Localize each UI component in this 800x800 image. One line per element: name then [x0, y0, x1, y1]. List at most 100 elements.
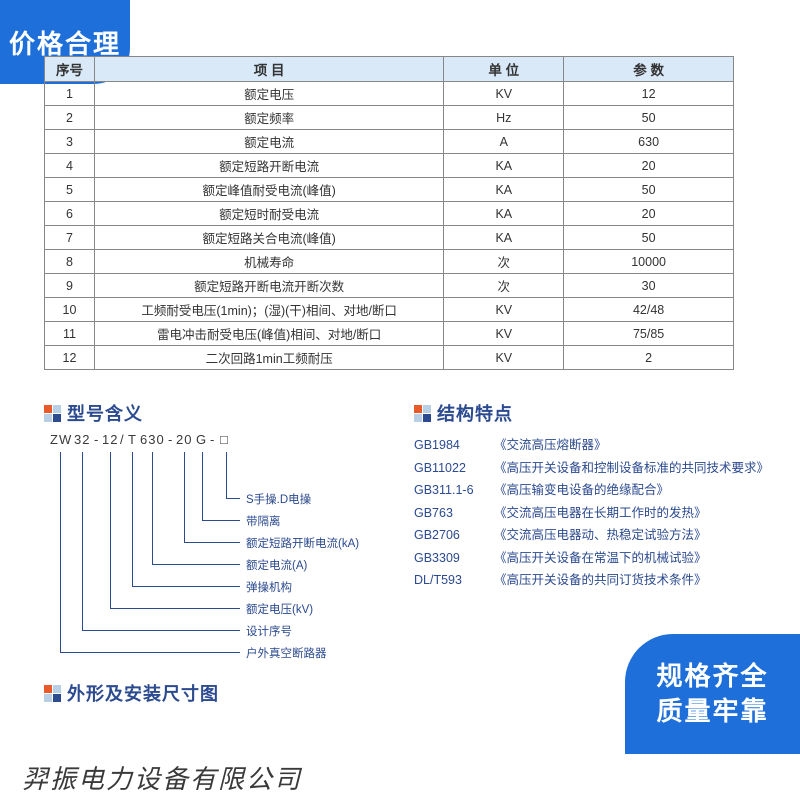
- standard-title: 《高压开关设备和控制设备标准的共同技术要求》: [494, 461, 769, 475]
- table-cell-unit: KA: [444, 202, 564, 226]
- standard-title: 《交流高压电器动、热稳定试验方法》: [494, 528, 707, 542]
- table-cell-value: 20: [564, 154, 734, 178]
- table-row: 11雷电冲击耐受电压(峰值)相间、对地/断口KV75/85: [45, 322, 734, 346]
- table-row: 3额定电流A630: [45, 130, 734, 154]
- model-label: 额定电压(kV): [246, 601, 313, 617]
- table-cell-value: 50: [564, 106, 734, 130]
- table-cell-item: 额定短时耐受电流: [94, 202, 443, 226]
- standards-list: GB1984《交流高压熔断器》GB11022《高压开关设备和控制设备标准的共同技…: [414, 434, 769, 592]
- model-label: S手操.D电操: [246, 491, 311, 507]
- table-cell-seq: 7: [45, 226, 95, 250]
- th-val: 参 数: [564, 57, 734, 82]
- th-seq: 序号: [45, 57, 95, 82]
- table-cell-item: 二次回路1min工频耐压: [94, 346, 443, 370]
- code-part: G: [196, 432, 207, 447]
- table-cell-item: 机械寿命: [94, 250, 443, 274]
- table-cell-value: 630: [564, 130, 734, 154]
- code-part: 630: [140, 432, 165, 447]
- table-cell-item: 雷电冲击耐受电压(峰值)相间、对地/断口: [94, 322, 443, 346]
- table-cell-value: 50: [564, 226, 734, 250]
- table-row: 1额定电压KV12: [45, 82, 734, 106]
- code-part: 20: [176, 432, 192, 447]
- model-code-diagram: ZW 32 - 12 / T 630 - 20 G - □ S手操.D电操 带隔…: [50, 432, 400, 657]
- model-label: 户外真空断路器: [246, 645, 327, 661]
- table-cell-seq: 4: [45, 154, 95, 178]
- company-name: 羿振电力设备有限公司: [22, 754, 302, 800]
- standard-title: 《高压开关设备在常温下的机械试验》: [494, 551, 707, 565]
- standard-title: 《交流高压电器在长期工作时的发热》: [494, 506, 707, 520]
- table-row: 5额定峰值耐受电流(峰值)KA50: [45, 178, 734, 202]
- table-cell-unit: KA: [444, 226, 564, 250]
- code-part: 12: [102, 432, 118, 447]
- table-cell-unit: 次: [444, 250, 564, 274]
- model-label: 额定电流(A): [246, 557, 307, 573]
- bullet-icon: [44, 405, 61, 422]
- model-leader-lines: S手操.D电操 带隔离 额定短路开断电流(kA) 额定电流(A) 弹操机构 额定…: [50, 452, 400, 657]
- table-row: 7额定短路关合电流(峰值)KA50: [45, 226, 734, 250]
- table-cell-seq: 8: [45, 250, 95, 274]
- standard-item: GB1984《交流高压熔断器》: [414, 434, 769, 457]
- quality-badge-line2: 质量牢靠: [656, 694, 768, 729]
- table-cell-unit: KA: [444, 154, 564, 178]
- table-cell-seq: 2: [45, 106, 95, 130]
- table-cell-unit: KV: [444, 346, 564, 370]
- code-part: /: [120, 432, 125, 447]
- quality-badge-line1: 规格齐全: [656, 659, 768, 694]
- table-cell-item: 额定电压: [94, 82, 443, 106]
- standard-code: GB763: [414, 502, 494, 525]
- standard-code: GB2706: [414, 524, 494, 547]
- standard-title: 《高压输变电设备的绝缘配合》: [494, 483, 669, 497]
- table-cell-item: 额定短路开断电流: [94, 154, 443, 178]
- quality-badge: 规格齐全 质量牢靠: [625, 634, 800, 754]
- table-cell-item: 额定峰值耐受电流(峰值): [94, 178, 443, 202]
- model-code-string: ZW 32 - 12 / T 630 - 20 G - □: [50, 432, 400, 450]
- standard-item: GB763《交流高压电器在长期工作时的发热》: [414, 502, 769, 525]
- price-badge-text: 价格合理: [9, 24, 121, 61]
- table-cell-seq: 1: [45, 82, 95, 106]
- standard-title: 《高压开关设备的共同订货技术条件》: [494, 573, 707, 587]
- table-cell-value: 12: [564, 82, 734, 106]
- code-part: -: [94, 432, 99, 447]
- table-row: 9额定短路开断电流开断次数次30: [45, 274, 734, 298]
- section-title: 外形及安装尺寸图: [67, 680, 219, 706]
- table-cell-seq: 11: [45, 322, 95, 346]
- section-model-meaning: 型号含义: [44, 400, 143, 426]
- standard-code: GB11022: [414, 457, 494, 480]
- table-row: 10工频耐受电压(1min)；(湿)(干)相间、对地/断口KV42/48: [45, 298, 734, 322]
- model-label: 额定短路开断电流(kA): [246, 535, 359, 551]
- table-row: 6额定短时耐受电流KA20: [45, 202, 734, 226]
- standard-item: GB2706《交流高压电器动、热稳定试验方法》: [414, 524, 769, 547]
- table-cell-unit: KV: [444, 298, 564, 322]
- table-cell-value: 75/85: [564, 322, 734, 346]
- table-cell-unit: Hz: [444, 106, 564, 130]
- code-part: □: [220, 432, 229, 447]
- section-dimensions: 外形及安装尺寸图: [44, 680, 219, 706]
- code-part: T: [128, 432, 137, 447]
- th-item: 项 目: [94, 57, 443, 82]
- section-structure: 结构特点: [414, 400, 513, 426]
- table-cell-item: 额定短路关合电流(峰值): [94, 226, 443, 250]
- table-cell-item: 额定短路开断电流开断次数: [94, 274, 443, 298]
- table-row: 2额定频率Hz50: [45, 106, 734, 130]
- table-header-row: 序号 项 目 单 位 参 数: [45, 57, 734, 82]
- table-cell-item: 额定频率: [94, 106, 443, 130]
- model-label: 带隔离: [246, 513, 281, 529]
- table-cell-unit: KV: [444, 82, 564, 106]
- model-label: 弹操机构: [246, 579, 292, 595]
- table-cell-value: 20: [564, 202, 734, 226]
- table-cell-unit: 次: [444, 274, 564, 298]
- code-part: -: [210, 432, 215, 447]
- standard-title: 《交流高压熔断器》: [494, 438, 607, 452]
- code-part: ZW: [50, 432, 72, 447]
- standard-item: DL/T593《高压开关设备的共同订货技术条件》: [414, 569, 769, 592]
- table-cell-unit: A: [444, 130, 564, 154]
- table-cell-value: 30: [564, 274, 734, 298]
- code-part: -: [168, 432, 173, 447]
- th-unit: 单 位: [444, 57, 564, 82]
- section-title: 型号含义: [67, 400, 143, 426]
- section-title: 结构特点: [437, 400, 513, 426]
- table-cell-seq: 3: [45, 130, 95, 154]
- standard-item: GB311.1-6《高压输变电设备的绝缘配合》: [414, 479, 769, 502]
- table-cell-value: 42/48: [564, 298, 734, 322]
- standard-item: GB11022《高压开关设备和控制设备标准的共同技术要求》: [414, 457, 769, 480]
